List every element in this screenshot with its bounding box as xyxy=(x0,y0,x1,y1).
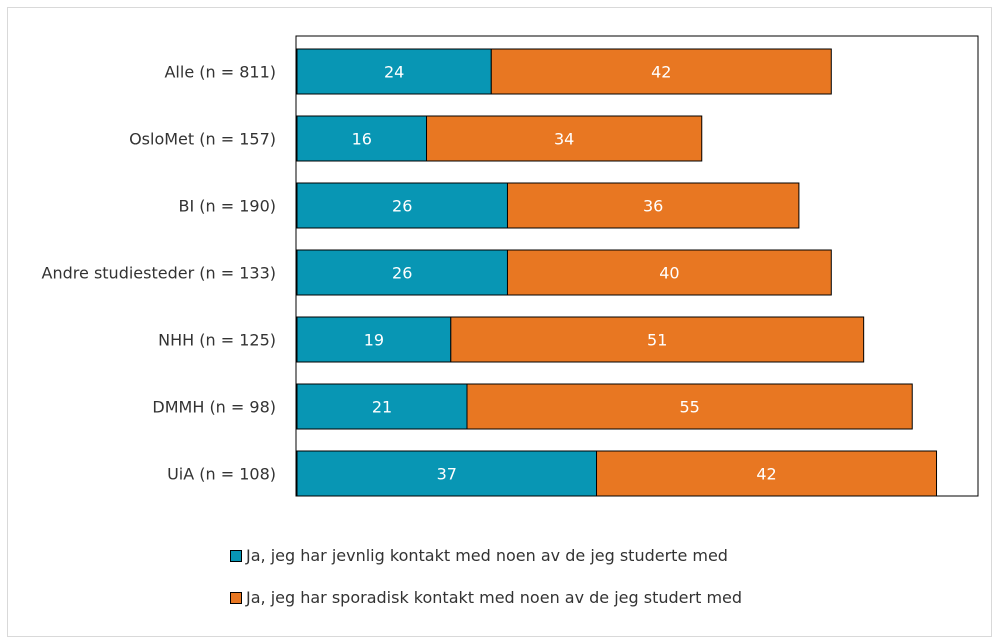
data-label: 42 xyxy=(651,63,671,82)
bar-sporadisk xyxy=(506,182,800,229)
legend-label-sporadisk: Ja, jeg har sporadisk kontakt med noen a… xyxy=(246,588,743,607)
data-label: 51 xyxy=(647,331,667,350)
bar-sporadisk xyxy=(466,383,913,430)
legend-swatch-jevnlig xyxy=(230,549,242,562)
bar-sporadisk xyxy=(490,48,832,95)
bar-sporadisk xyxy=(426,115,703,162)
legend-label-jevnlig: Ja, jeg har jevnlig kontakt med noen av … xyxy=(246,546,728,565)
category-label: BI (n = 190) xyxy=(178,197,276,216)
data-label: 16 xyxy=(352,130,372,149)
legend-swatch-sporadisk xyxy=(230,591,242,604)
data-label: 42 xyxy=(756,465,776,484)
bar-jevnlig xyxy=(296,249,508,296)
bar-jevnlig xyxy=(296,450,598,497)
data-label: 24 xyxy=(384,63,404,82)
data-label: 26 xyxy=(392,264,412,283)
data-label: 55 xyxy=(679,398,699,417)
bar-sporadisk xyxy=(506,249,832,296)
data-label: 19 xyxy=(364,331,384,350)
data-label: 37 xyxy=(437,465,457,484)
bar-jevnlig xyxy=(296,115,428,162)
bar-jevnlig xyxy=(296,383,468,430)
data-label: 40 xyxy=(659,264,679,283)
legend-item-jevnlig: Ja, jeg har jevnlig kontakt med noen av … xyxy=(230,546,728,565)
bars-group: 24 42 16 34 26 36 26 40 19 51 21 55 37 42 xyxy=(296,48,938,497)
bar-jevnlig xyxy=(296,48,492,95)
data-label: 21 xyxy=(372,398,392,417)
data-label: 34 xyxy=(554,130,574,149)
bar-jevnlig xyxy=(296,182,508,229)
category-label: UiA (n = 108) xyxy=(167,465,276,484)
category-label: Andre studiesteder (n = 133) xyxy=(42,264,276,283)
data-label: 26 xyxy=(392,197,412,216)
legend-item-sporadisk: Ja, jeg har sporadisk kontakt med noen a… xyxy=(230,588,742,607)
bar-jevnlig xyxy=(296,316,452,363)
category-label: OsloMet (n = 157) xyxy=(129,130,276,149)
category-label: NHH (n = 125) xyxy=(158,331,276,350)
data-label: 36 xyxy=(643,197,663,216)
bar-sporadisk xyxy=(596,450,938,497)
category-label: DMMH (n = 98) xyxy=(152,398,276,417)
category-labels: Alle (n = 811) OsloMet (n = 157) BI (n = 1… xyxy=(42,63,276,484)
bar-sporadisk xyxy=(450,316,865,363)
category-label: Alle (n = 811) xyxy=(164,63,276,82)
